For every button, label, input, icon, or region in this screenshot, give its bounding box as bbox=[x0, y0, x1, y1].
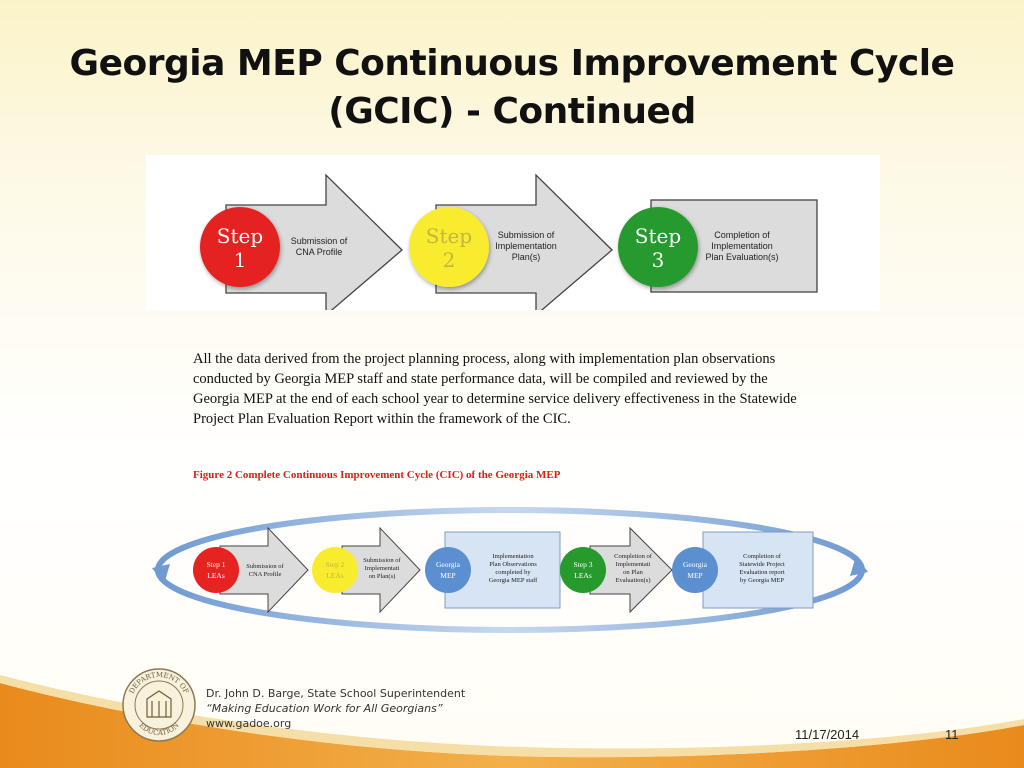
cycle-arrowhead-right bbox=[850, 556, 868, 576]
cycle-step-1-label-1: Step 1 bbox=[207, 560, 226, 569]
cycle-step-3-desc-2: Implementati bbox=[616, 561, 651, 568]
cycle-step-2-desc-2: Implementati bbox=[365, 565, 400, 572]
cycle-step-3-label-1: Step 3 bbox=[574, 560, 593, 569]
cycle-mep-2-label-2: MEP bbox=[687, 571, 702, 580]
cycle-step-3-desc-3: on Plan bbox=[623, 569, 643, 576]
slide-date: 11/17/2014 bbox=[795, 727, 860, 742]
step-2-arrow bbox=[435, 173, 613, 310]
step-2-desc-line-2: Implementation bbox=[495, 241, 557, 251]
cycle-mep-1-box-2: Plan Observations bbox=[489, 561, 537, 568]
cycle-mep-1-box-3: completed by bbox=[495, 569, 531, 576]
superintendent-name: Dr. John D. Barge, State School Superint… bbox=[206, 687, 466, 700]
cycle-mep-2-box-3: Evaluation report bbox=[739, 569, 784, 576]
cycle-mep-1-circle bbox=[425, 547, 471, 593]
cycle-mep-2-label-1: Georgia bbox=[683, 560, 708, 569]
step-1-number: 1 bbox=[234, 248, 247, 272]
body-paragraph: All the data derived from the project pl… bbox=[193, 351, 797, 427]
step-3-desc-line-2: Implementation bbox=[711, 241, 773, 251]
step-2-word: Step bbox=[426, 224, 472, 248]
cycle-mep-1-box-1: Implementation bbox=[492, 553, 534, 560]
slide-title-line-1: Georgia MEP Continuous Improvement Cycle bbox=[69, 43, 955, 84]
cycle-arrowhead-left bbox=[152, 564, 170, 584]
step-3-word: Step bbox=[635, 224, 681, 248]
step-2-desc-line-3: Plan(s) bbox=[512, 252, 541, 262]
cycle-step-2-arrow bbox=[341, 526, 421, 614]
cycle-step-2-desc-1: Submission of bbox=[363, 557, 401, 564]
cycle-step-2-circle bbox=[312, 547, 358, 593]
cycle-step-2-label-2: LEAs bbox=[326, 571, 344, 580]
footer-swoosh bbox=[0, 645, 1024, 768]
cycle-mep-2-box-2: Statewide Project bbox=[739, 561, 785, 568]
slogan: “Making Education Work for All Georgians… bbox=[206, 702, 443, 715]
website-link[interactable]: www.gadoe.org bbox=[206, 717, 292, 730]
cycle-mep-1-box-4: Georgia MEP staff bbox=[489, 577, 538, 584]
cycle-mep-1-label-1: Georgia bbox=[436, 560, 461, 569]
step-3-circle bbox=[618, 207, 698, 287]
cycle-step-3-circle bbox=[560, 547, 606, 593]
cycle-step-3-label-2: LEAs bbox=[574, 571, 592, 580]
slide-title-line-2: (GCIC) - Continued bbox=[328, 91, 696, 132]
cycle-step-1-arrow bbox=[219, 526, 309, 614]
step-1-desc-line-2: CNA Profile bbox=[296, 247, 343, 257]
cycle-step-3-desc-4: Evaluation(s) bbox=[615, 577, 650, 584]
step-3-number: 3 bbox=[652, 248, 665, 272]
cycle-diagram: Step 1 LEAs Step 2 LEAs Georgia MEP Step… bbox=[150, 500, 870, 640]
cycle-step-2-label-1: Step 2 bbox=[326, 560, 345, 569]
cycle-mep-2-box-1: Completion of bbox=[743, 553, 782, 560]
step-2-desc-line-1: Submission of bbox=[498, 230, 555, 240]
cycle-step-1-label-2: LEAs bbox=[207, 571, 225, 580]
step-1-arrow bbox=[225, 173, 403, 310]
step-1-word: Step bbox=[217, 224, 263, 248]
mep-evaluation-box bbox=[702, 531, 814, 609]
cycle-mep-2-circle bbox=[672, 547, 718, 593]
cycle-step-3-desc-1: Completion of bbox=[614, 553, 653, 560]
step-2-circle bbox=[409, 207, 489, 287]
figure-caption: Figure 2 Complete Continuous Improvement… bbox=[193, 469, 561, 481]
cycle-step-1-desc-2: CNA Profile bbox=[249, 571, 282, 578]
cycle-step-3-arrow bbox=[589, 526, 673, 614]
cycle-step-1-desc-1: Submission of bbox=[246, 563, 284, 570]
slide-number: 11 bbox=[945, 727, 959, 742]
step-2-number: 2 bbox=[443, 248, 456, 272]
step-1-circle bbox=[200, 207, 280, 287]
step-3-desc-line-3: Plan Evaluation(s) bbox=[705, 252, 778, 262]
cycle-mep-2-box-4: by Georgia MEP bbox=[740, 577, 784, 584]
footer-credits: Dr. John D. Barge, State School Superint… bbox=[206, 686, 526, 731]
slide-title: Georgia MEP Continuous Improvement Cycle… bbox=[40, 40, 984, 136]
cycle-step-2-desc-3: on Plan(s) bbox=[369, 573, 396, 580]
steps-diagram: Step 1 Step 2 Step 3 Submission of CNA P… bbox=[146, 155, 880, 310]
step-1-desc-line-1: Submission of bbox=[291, 236, 348, 246]
cycle-step-1-circle bbox=[193, 547, 239, 593]
cycle-mep-1-label-2: MEP bbox=[440, 571, 455, 580]
step-3-desc-line-1: Completion of bbox=[714, 230, 770, 240]
department-seal: DEPARTMENT OF EDUCATION bbox=[121, 667, 197, 743]
